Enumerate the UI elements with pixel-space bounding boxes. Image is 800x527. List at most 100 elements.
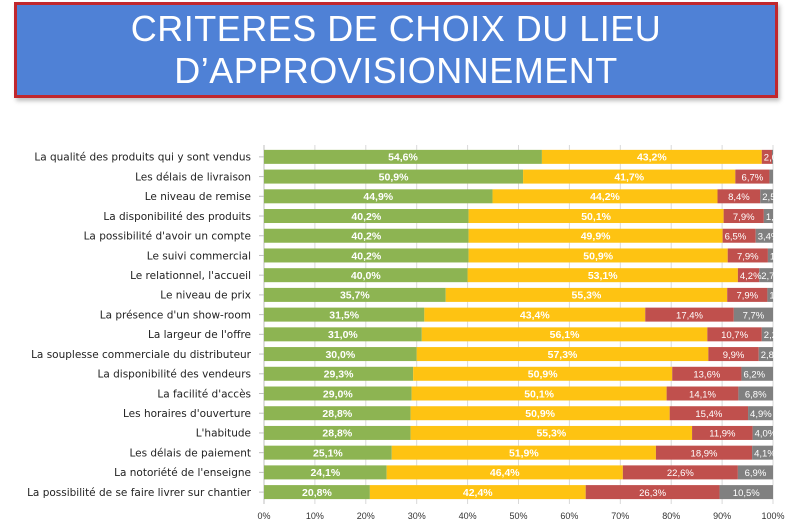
bar-segment: [541, 149, 762, 164]
category-label: La notoriété de l'enseigne: [114, 467, 251, 479]
bar-segment: [413, 366, 673, 381]
bar-segment: [264, 485, 370, 500]
x-tick-label: 90%: [713, 511, 731, 521]
data-label: 7,7%: [743, 310, 765, 321]
data-label: 11,9%: [709, 429, 736, 440]
bar-segment: [760, 189, 773, 204]
data-label: 10,7%: [721, 330, 748, 341]
category-label: La présence d'un show-room: [100, 309, 251, 321]
category-label: La disponibilité des produits: [103, 211, 251, 223]
data-label: 40,2%: [351, 211, 381, 223]
data-label: 40,2%: [351, 231, 381, 243]
data-label: 17,4%: [676, 310, 703, 321]
x-tick-label: 50%: [509, 511, 527, 521]
data-label: 13,6%: [693, 370, 720, 381]
data-label: 51,9%: [509, 447, 539, 459]
bar-segment: [708, 347, 759, 362]
data-label: 7,9%: [737, 251, 759, 262]
data-label: 1,1: [769, 291, 782, 302]
data-label: 6,5%: [725, 232, 747, 243]
data-label: 44,2%: [590, 191, 620, 203]
data-label: 55,3%: [536, 428, 566, 440]
bar-segment: [666, 386, 739, 401]
bar-segment: [737, 465, 773, 480]
category-label: L'habitude: [196, 428, 251, 440]
data-label: 50,9%: [525, 408, 555, 420]
bar-segment: [468, 228, 723, 243]
data-label: 40,0%: [351, 270, 381, 282]
category-label: Le suivi commercial: [147, 250, 251, 262]
data-label: 49,9%: [581, 231, 611, 243]
bar-segment: [264, 347, 417, 362]
bar-segment: [759, 268, 773, 283]
bar-segment: [391, 445, 656, 460]
bar-segment: [492, 189, 718, 204]
bar-segment: [264, 386, 412, 401]
data-label: 4,1%: [754, 448, 776, 459]
data-label: 4,9%: [750, 409, 772, 420]
data-label: 1,8%: [766, 212, 788, 223]
category-label: Les délais de paiement: [129, 447, 251, 459]
x-tick-label: 80%: [662, 511, 680, 521]
bar-segment: [424, 307, 646, 322]
bar-segment: [264, 307, 425, 322]
data-label: 50,9%: [379, 171, 409, 183]
bar-segment: [755, 228, 773, 243]
data-label: 2,0%: [764, 153, 786, 164]
bar-segment: [727, 248, 768, 263]
x-axis-ticks: 0% 10% 20% 30% 40% 50% 60% 70% 80% 90% 100%: [257, 511, 784, 521]
bar-segment: [410, 406, 670, 421]
bar-segment: [767, 287, 773, 302]
title-line-1: CRITERES DE CHOIX DU LIEU: [130, 8, 662, 49]
data-label: 30,0%: [325, 349, 355, 361]
data-label: 28,8%: [322, 408, 352, 420]
data-label: 7,9%: [733, 212, 755, 223]
data-label: 20,8%: [302, 487, 332, 499]
data-label: 50,1%: [581, 211, 611, 223]
category-labels: La qualité des produits qui y sont vendu…: [27, 152, 252, 499]
bar-segment: [411, 386, 667, 401]
data-label: 14,1%: [689, 389, 716, 400]
data-label: 2,5%: [762, 192, 784, 203]
category-label: Le relationnel, l'accueil: [130, 270, 251, 282]
bar-segment: [763, 209, 773, 224]
category-label: La facilité d'accès: [157, 388, 251, 400]
data-label: 43,2%: [637, 152, 667, 164]
bars: [264, 149, 773, 500]
data-label: 40,2%: [351, 250, 381, 262]
data-label: 43,4%: [520, 309, 550, 321]
data-label: 29,0%: [323, 388, 353, 400]
bar-segment: [264, 149, 542, 164]
data-label: 8,4%: [728, 192, 750, 203]
data-label: 28,8%: [322, 428, 352, 440]
bar-segment: [468, 209, 724, 224]
bar-segment: [771, 149, 773, 164]
bar-segment: [735, 169, 770, 184]
data-label: 55,3%: [572, 290, 602, 302]
bar-segment: [523, 169, 736, 184]
bar-segment: [264, 248, 469, 263]
data-label: 4,0%: [755, 429, 777, 440]
bar-segment: [421, 327, 708, 342]
data-label: 7,9%: [736, 291, 758, 302]
bar-segment: [264, 189, 493, 204]
data-label: 10,5%: [733, 488, 760, 499]
bar-segment: [717, 189, 761, 204]
bar-segment: [622, 465, 738, 480]
bar-segment: [758, 347, 773, 362]
data-label: 46,4%: [490, 467, 520, 479]
bar-segment: [655, 445, 753, 460]
category-label: Le niveau de prix: [160, 290, 251, 302]
bar-segment: [264, 209, 469, 224]
data-label: 57,3%: [548, 349, 578, 361]
data-label: 2,2%: [764, 330, 786, 341]
x-tick-label: 70%: [611, 511, 629, 521]
category-label: La qualité des produits qui y sont vendu…: [34, 152, 251, 164]
data-label: 35,7%: [340, 290, 370, 302]
category-label: La possibilité d'avoir un compte: [84, 231, 251, 243]
x-tick-label: 30%: [408, 511, 426, 521]
category-label: Les délais de livraison: [135, 171, 251, 183]
data-label: 6,2%: [743, 370, 765, 381]
bar-segment: [264, 445, 392, 460]
